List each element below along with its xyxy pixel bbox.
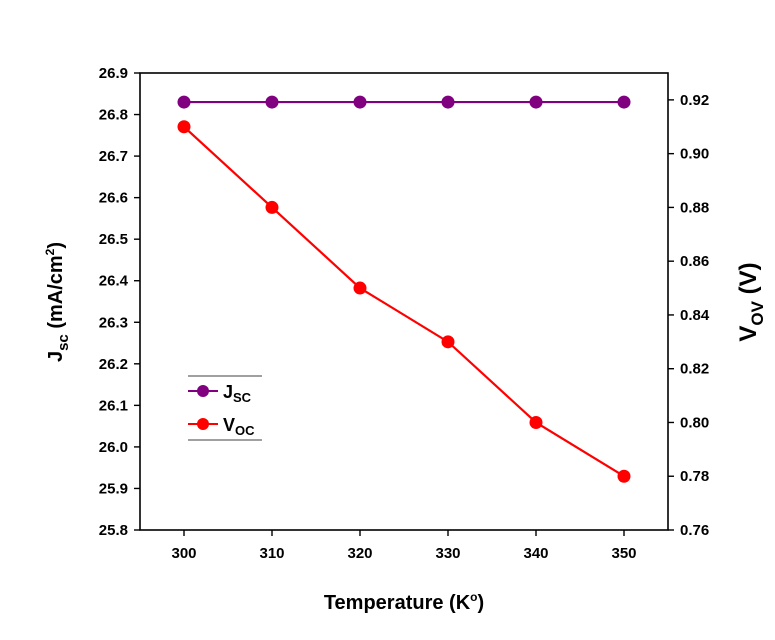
data-point-voc xyxy=(441,335,455,349)
x-tick-label: 350 xyxy=(611,545,636,562)
data-point-jsc xyxy=(177,95,191,109)
right-y-axis-title: VOV (V) xyxy=(735,262,767,341)
data-point-jsc xyxy=(441,95,455,109)
left-y-tick-label: 26.6 xyxy=(99,190,128,207)
data-point-jsc xyxy=(353,95,367,109)
left-y-tick-label: 26.0 xyxy=(99,439,128,456)
left-y-tick-label: 26.9 xyxy=(99,65,128,82)
right-y-tick-label: 0.76 xyxy=(680,522,709,539)
data-point-voc xyxy=(353,281,367,295)
legend: JSC VOC xyxy=(188,375,262,441)
plot-area-frame xyxy=(139,72,669,531)
left-y-tick-label: 26.3 xyxy=(99,314,128,331)
left-y-tick-label: 25.8 xyxy=(99,522,128,539)
left-y-tick-label: 25.9 xyxy=(99,480,128,497)
left-y-tick-label: 26.5 xyxy=(99,231,128,248)
left-y-axis-title: Jsc (mA/cm2) xyxy=(43,242,72,362)
right-y-tick-label: 0.84 xyxy=(680,307,710,324)
legend-jsc-label: JSC xyxy=(223,382,252,405)
series-line-voc xyxy=(183,125,625,478)
legend-voc-label: VOC xyxy=(223,415,255,438)
right-y-tick-label: 0.86 xyxy=(680,253,709,270)
x-tick-label: 310 xyxy=(259,545,284,562)
left-y-tick-label: 26.8 xyxy=(99,107,128,124)
x-tick-label: 330 xyxy=(435,545,460,562)
data-point-voc xyxy=(529,415,543,429)
right-y-tick-label: 0.90 xyxy=(680,146,709,163)
data-point-voc xyxy=(265,200,279,214)
left-y-tick-label: 26.1 xyxy=(99,397,128,414)
right-y-tick-label: 0.80 xyxy=(680,414,709,431)
x-tick-label: 300 xyxy=(171,545,196,562)
right-y-tick-label: 0.78 xyxy=(680,468,709,485)
data-point-jsc xyxy=(617,95,631,109)
right-y-tick-label: 0.88 xyxy=(680,199,709,216)
legend-voc-marker xyxy=(197,418,209,430)
left-y-tick-label: 26.7 xyxy=(99,148,128,165)
right-y-tick-label: 0.82 xyxy=(680,361,709,378)
x-axis-title: Temperature (Ko) xyxy=(324,590,484,614)
x-tick-label: 340 xyxy=(523,545,548,562)
legend-jsc-marker xyxy=(197,385,209,397)
data-point-voc xyxy=(177,120,191,134)
data-point-jsc xyxy=(529,95,543,109)
left-y-tick-label: 26.2 xyxy=(99,356,128,373)
data-point-jsc xyxy=(265,95,279,109)
data-point-voc xyxy=(617,469,631,483)
x-tick-label: 320 xyxy=(347,545,372,562)
right-y-tick-label: 0.92 xyxy=(680,92,709,109)
left-y-tick-label: 26.4 xyxy=(99,273,129,290)
